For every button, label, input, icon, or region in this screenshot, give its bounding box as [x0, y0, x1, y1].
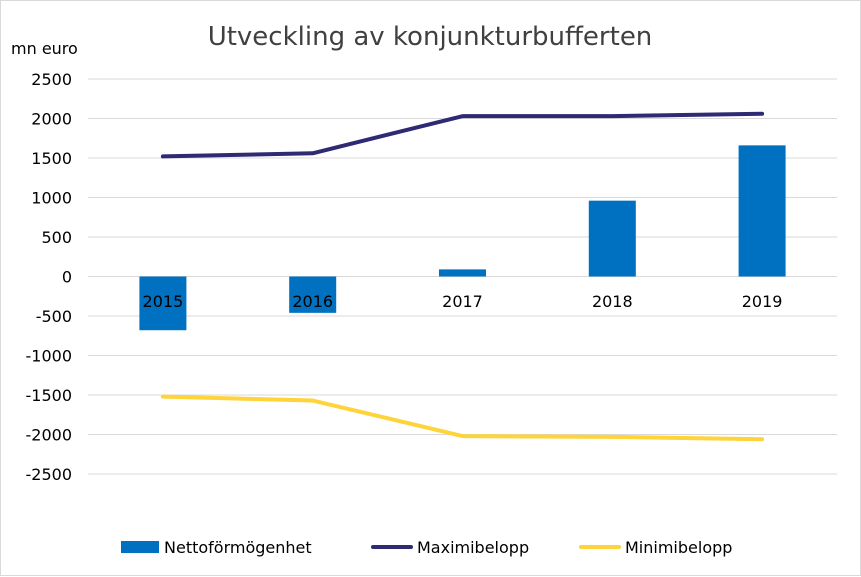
- legend-label: Maximibelopp: [417, 538, 529, 557]
- y-tick-label: -2500: [26, 465, 73, 484]
- bar-2015: [139, 276, 187, 331]
- y-axis-label: mn euro: [11, 39, 78, 58]
- y-tick-label: 2500: [31, 70, 72, 89]
- y-tick-label: 1500: [31, 149, 72, 168]
- y-tick-label: 1000: [31, 189, 72, 208]
- y-tick-label: 2000: [31, 110, 72, 129]
- y-tick-label: 0: [62, 268, 72, 287]
- y-tick-label: 500: [41, 228, 72, 247]
- x-tick-label: 2017: [442, 292, 483, 311]
- legend-label: Minimibelopp: [625, 538, 732, 557]
- bars: [139, 145, 786, 331]
- legend: Nettoförmögenhet Maximibelopp Minimibelopp: [121, 538, 732, 557]
- y-tick-label: -1000: [26, 347, 73, 366]
- lines: [160, 111, 765, 442]
- legend-label: Nettoförmögenhet: [164, 538, 312, 557]
- x-tick-label: 2016: [292, 292, 333, 311]
- x-tick-label: 2018: [592, 292, 633, 311]
- legend-swatch: [121, 541, 159, 553]
- bar-2019: [738, 145, 786, 277]
- bar-2017: [439, 269, 486, 277]
- bar-2016: [289, 276, 337, 313]
- bar-2018: [588, 200, 636, 277]
- y-tick-labels: 2500 2000 1500 1000 500 0 -500 -1000 -1500 -2000 -…: [26, 70, 73, 484]
- series-line-Minimibelopp: [160, 394, 765, 442]
- series-line-Maximibelopp: [160, 111, 765, 159]
- y-tick-label: -1500: [26, 386, 73, 405]
- x-tick-labels: 2015 2016 2017 2018 2019: [143, 292, 783, 311]
- x-tick-label: 2019: [742, 292, 783, 311]
- x-tick-label: 2015: [143, 292, 184, 311]
- y-tick-label: -2000: [26, 426, 73, 445]
- y-tick-label: -500: [36, 307, 72, 326]
- chart-title: Utveckling av konjunkturbufferten: [208, 22, 653, 52]
